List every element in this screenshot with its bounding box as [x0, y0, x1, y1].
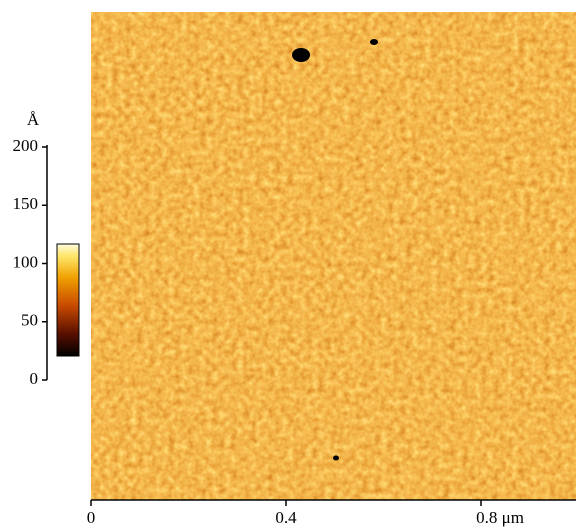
color-bar — [56, 243, 80, 357]
defect — [333, 455, 339, 461]
defect — [292, 48, 310, 62]
z-tick-label: 150 — [13, 194, 39, 213]
z-tick-label: 50 — [21, 311, 38, 330]
x-tick-label: 0 — [87, 508, 96, 527]
z-ticks: 200 150 100 50 0 — [13, 136, 47, 388]
afm-image — [91, 12, 576, 500]
x-tick-label: 0.8 μm — [476, 508, 524, 527]
z-tick-label: 0 — [30, 369, 39, 388]
x-tick-label: 0.4 — [275, 508, 297, 527]
z-tick-label: 200 — [13, 136, 39, 155]
z-unit: Å — [27, 110, 40, 129]
x-ticks: 0 0.4 0.8 μm — [87, 500, 524, 527]
defect — [370, 39, 378, 45]
z-tick-label: 100 — [13, 252, 39, 271]
